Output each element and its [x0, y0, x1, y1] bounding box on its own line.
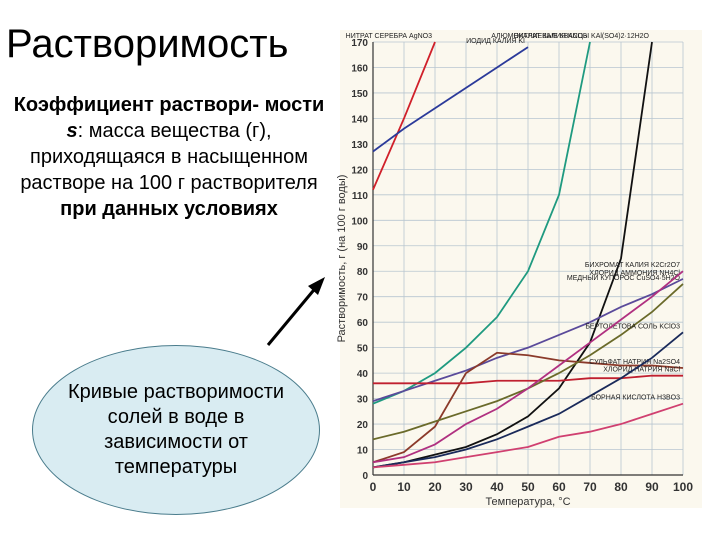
x-tick-label: 20: [428, 480, 442, 494]
series-label: ИОДИД КАЛИЯ KI: [466, 38, 525, 45]
series-line: [372, 331, 684, 469]
series-label: ХЛОРИД АММОНИЯ NH4Cl: [589, 270, 680, 277]
x-tick-label: 0: [370, 480, 377, 494]
y-tick-label: 120: [351, 165, 368, 176]
definition-text: : масса вещества (г), приходящаяся в нас…: [20, 120, 318, 194]
arrow-head: [308, 277, 325, 295]
series-label: ХЛОРИД НАТРИЯ NaCl: [603, 367, 680, 374]
x-tick-label: 40: [490, 480, 504, 494]
y-tick-label: 60: [357, 318, 369, 329]
x-tick-label: 10: [397, 480, 411, 494]
y-tick-label: 30: [357, 395, 369, 406]
series-label: НИТРАТ КАЛИЯ KNO3: [514, 33, 588, 40]
x-tick-label: 60: [552, 480, 566, 494]
series-label: БИХРОМАТ КАЛИЯ K2Cr2O7: [585, 262, 680, 269]
series-line: [372, 46, 529, 153]
x-axis-label: Температура, °С: [485, 496, 570, 508]
definition: Коэффициент раствори- мости s: масса вещ…: [10, 92, 328, 222]
y-tick-label: 90: [357, 242, 369, 253]
y-tick-label: 140: [351, 114, 368, 125]
series-line: [372, 270, 684, 464]
series-line: [372, 41, 653, 469]
series-line: [372, 402, 684, 469]
series-label: БЕРТОЛЕТОВА СОЛЬ KClO3: [585, 323, 680, 330]
definition-text: при данных условиях: [60, 198, 278, 220]
y-tick-label: 100: [351, 216, 368, 227]
x-tick-label: 70: [583, 480, 597, 494]
x-tick-label: 30: [459, 480, 473, 494]
definition-text: Коэффициент раствори- мости: [13, 94, 325, 116]
y-tick-label: 110: [352, 191, 369, 202]
y-tick-label: 70: [357, 293, 369, 304]
x-tick-label: 50: [521, 480, 535, 494]
series-label: БОРНАЯ КИСЛОТА H3BO3: [591, 395, 680, 402]
x-tick-label: 80: [614, 480, 628, 494]
callout-bubble: Кривые растворимости солей в воде в зави…: [32, 345, 320, 515]
x-tick-label: 100: [673, 480, 693, 494]
series-label: МЕДНЫЙ КУПОРОС CuSO4·5H2O: [567, 273, 681, 282]
slide-title: Растворимость: [6, 22, 289, 66]
y-axis-label: Растворимость, г (на 100 г воды): [336, 175, 348, 343]
y-tick-label: 150: [351, 89, 368, 100]
series-line: [372, 351, 684, 464]
y-tick-label: 160: [351, 63, 368, 74]
y-tick-label: 50: [357, 344, 369, 355]
y-tick-label: 170: [351, 38, 368, 49]
x-tick-label: 90: [645, 480, 659, 494]
arrow: [266, 284, 320, 346]
y-tick-label: 0: [362, 471, 368, 482]
series-line: [372, 41, 436, 191]
series-label: АЛЮМОКАЛИЕВЫЕ КВАСЦЫ KAl(SO4)2·12H2O: [491, 33, 649, 40]
y-tick-label: 10: [357, 446, 369, 457]
y-tick-label: 20: [357, 420, 369, 431]
series-line: [373, 374, 683, 385]
definition-text: s: [66, 120, 78, 142]
series-label: НИТРАТ СЕРЕБРА AgNO3: [346, 33, 432, 40]
y-tick-label: 40: [357, 369, 369, 380]
y-tick-label: 130: [351, 140, 368, 151]
series-label: СУЛЬФАТ НАТРИЯ Na2SO4: [589, 359, 680, 366]
series-line: [372, 41, 591, 405]
y-tick-label: 80: [357, 267, 369, 278]
